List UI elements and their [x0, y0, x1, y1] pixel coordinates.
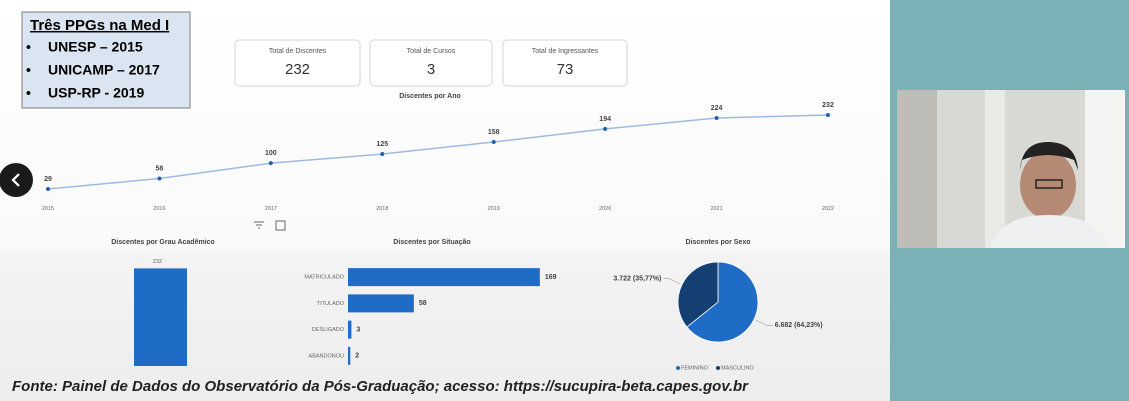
data-label: 224 — [711, 105, 723, 112]
chart-title: Discentes por Ano — [399, 93, 461, 100]
point — [380, 152, 384, 156]
category-label: DESLIGADO — [312, 327, 345, 333]
bar — [348, 268, 540, 286]
x-tick-label: 2015 — [42, 206, 54, 212]
legend-marker — [716, 366, 720, 370]
point — [826, 113, 830, 117]
nav-button[interactable] — [0, 163, 33, 197]
kpi-label: Total de Ingressantes — [532, 48, 599, 55]
bar — [348, 294, 414, 312]
legend-label: FEMININO — [681, 365, 709, 371]
footer: Fonte: Painel de Dados do Observatório d… — [12, 378, 749, 395]
chart-title: Discentes por Grau Acadêmico — [111, 239, 215, 246]
data-label: 2 — [355, 353, 359, 360]
note-title: Três PPGs na Med I — [30, 17, 169, 34]
data-label: 125 — [376, 141, 388, 148]
x-tick-label: 2019 — [488, 206, 500, 212]
point — [157, 176, 161, 180]
data-label: 232 — [822, 102, 834, 109]
x-tick-label: 2020 — [599, 206, 611, 212]
bullet: • — [26, 39, 31, 55]
data-label: 232 — [153, 259, 162, 265]
point — [492, 140, 496, 144]
point — [715, 116, 719, 120]
note-item: UNICAMP – 2017 — [48, 62, 160, 78]
note-item: USP-RP - 2019 — [48, 85, 144, 101]
bar — [348, 321, 351, 339]
kpi-label: Total de Discentes — [269, 48, 327, 55]
data-label: 3 — [356, 326, 360, 333]
webcam — [897, 90, 1125, 248]
bar — [134, 268, 187, 366]
category-label: TITULADO — [317, 301, 345, 307]
legend-marker — [676, 366, 680, 370]
note-box: Três PPGs na Med I • UNESP – 2015 • UNIC… — [22, 12, 190, 108]
category-label: MATRICULADO — [304, 275, 344, 281]
bar — [348, 347, 350, 365]
point — [269, 161, 273, 165]
data-label: 58 — [156, 165, 164, 172]
kpi-value: 232 — [285, 61, 310, 78]
screen: Três PPGs na Med I • UNESP – 2015 • UNIC… — [0, 0, 1129, 401]
x-tick-label: 2018 — [376, 206, 388, 212]
chart-title: Discentes por Situação — [393, 239, 470, 246]
legend-label: MASCULINO — [721, 365, 754, 371]
chart-title: Discentes por Sexo — [686, 239, 751, 246]
data-label: 169 — [545, 274, 557, 281]
x-tick-label: 2016 — [153, 206, 165, 212]
kpi-value: 73 — [557, 61, 574, 78]
data-label: 100 — [265, 150, 277, 157]
x-tick-label: 2022 — [822, 206, 834, 212]
note-item: UNESP – 2015 — [48, 39, 143, 55]
x-tick-label: 2017 — [265, 206, 277, 212]
data-label: 29 — [44, 176, 52, 183]
kpi-value: 3 — [427, 61, 435, 78]
bullet: • — [26, 62, 31, 78]
data-label: 194 — [599, 116, 611, 123]
data-label: 158 — [488, 129, 500, 136]
bullet: • — [26, 85, 31, 101]
point — [603, 127, 607, 131]
data-label: 58 — [419, 300, 427, 307]
data-label: 6.682 (64,23%) — [775, 322, 823, 329]
data-label: 3.722 (35,77%) — [613, 275, 661, 282]
x-tick-label: 2021 — [710, 206, 722, 212]
category-label: ABANDONOU — [309, 353, 344, 359]
point — [46, 187, 50, 191]
kpi-label: Total de Cursos — [407, 48, 456, 55]
